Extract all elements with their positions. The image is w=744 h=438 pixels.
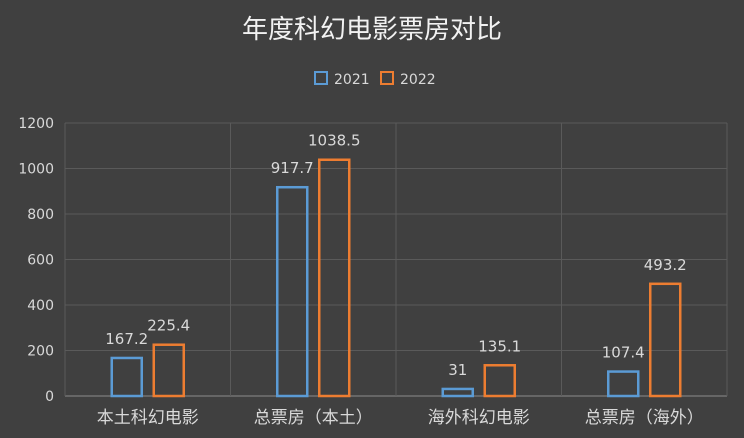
- legend-label-2022: 2022: [400, 72, 436, 88]
- y-tick-label: 400: [27, 298, 54, 314]
- bar-2021: [276, 185, 309, 398]
- data-label-2021: 917.7: [271, 159, 314, 177]
- y-tick-label: 1000: [18, 162, 54, 178]
- category-label: 总票房（海外）: [585, 408, 704, 428]
- bars: [110, 158, 682, 398]
- bar-2022: [152, 343, 185, 398]
- category-label: 海外科幻电影: [428, 408, 530, 428]
- bar-2021: [441, 387, 474, 398]
- data-label-2021: 107.4: [602, 344, 645, 362]
- y-tick-label: 200: [27, 344, 54, 360]
- bar-2022: [649, 282, 682, 398]
- data-label-2022: 493.2: [644, 256, 687, 274]
- y-tick-label: 800: [27, 207, 54, 223]
- data-label-2021: 31: [448, 361, 467, 379]
- legend-swatch-2022: [380, 71, 394, 85]
- legend: 2021 2022: [314, 71, 436, 88]
- bar-2022: [318, 158, 351, 398]
- y-tick-label: 1200: [18, 116, 54, 132]
- data-label-2022: 1038.5: [308, 132, 361, 150]
- y-tick-label: 600: [27, 253, 54, 269]
- legend-swatch-2021: [314, 71, 328, 85]
- grid: [64, 122, 728, 397]
- category-label: 本土科幻电影: [97, 408, 199, 428]
- data-label-2022: 135.1: [478, 337, 521, 355]
- bar-2021: [110, 356, 143, 398]
- chart-title: 年度科幻电影票房对比: [242, 15, 502, 45]
- legend-label-2021: 2021: [334, 72, 370, 88]
- data-label-2021: 167.2: [105, 330, 148, 348]
- bar-2022: [483, 364, 516, 398]
- data-label-2022: 225.4: [147, 317, 190, 335]
- y-tick-label: 0: [45, 389, 54, 405]
- y-axis: 0 200 400 600 800 1000 1200: [18, 116, 54, 405]
- category-label: 总票房（本土）: [254, 408, 373, 428]
- x-axis: 本土科幻电影 总票房（本土） 海外科幻电影 总票房（海外）: [97, 408, 704, 428]
- bar-2021: [607, 370, 640, 398]
